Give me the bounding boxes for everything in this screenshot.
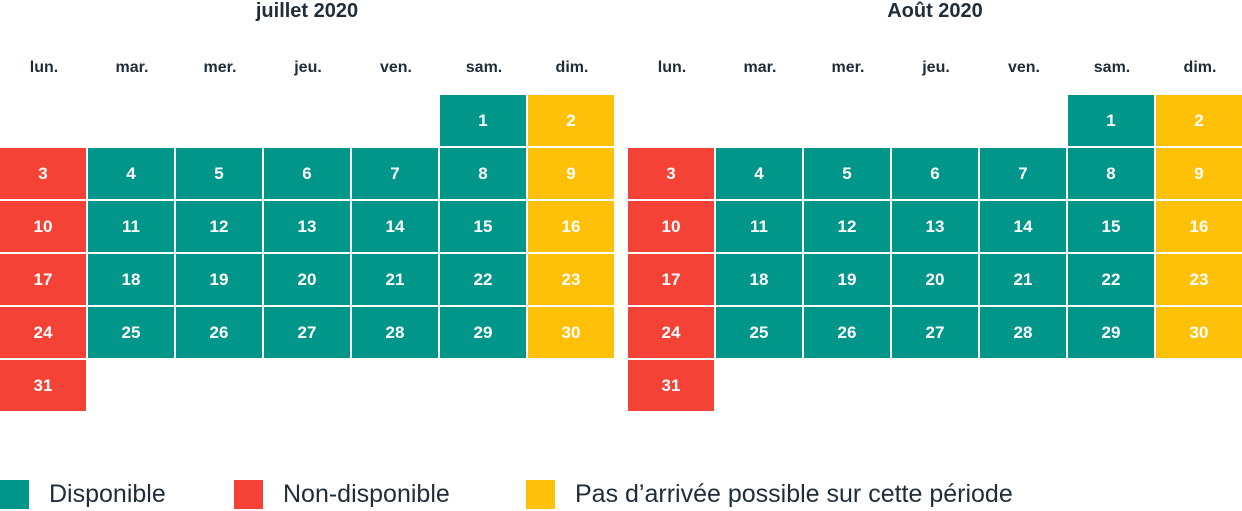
day-cell-available[interactable]: 19 bbox=[176, 254, 262, 305]
day-cell-unavailable[interactable]: 10 bbox=[0, 201, 86, 252]
day-cell-available[interactable]: 1 bbox=[440, 95, 526, 146]
day-cell-available[interactable]: 8 bbox=[1068, 148, 1154, 199]
day-cell-available[interactable]: 20 bbox=[892, 254, 978, 305]
weekday-header: lun. bbox=[29, 59, 59, 76]
day-cell-no_arrival[interactable]: 9 bbox=[528, 148, 614, 199]
month-title: juillet 2020 bbox=[255, 0, 359, 22]
day-cell-no_arrival[interactable]: 2 bbox=[528, 95, 614, 146]
day-cell-unavailable[interactable]: 31 bbox=[628, 360, 714, 411]
day-cell-no_arrival[interactable]: 16 bbox=[1156, 201, 1242, 252]
day-cell-available[interactable]: 22 bbox=[440, 254, 526, 305]
day-cell-unavailable[interactable]: 17 bbox=[0, 254, 86, 305]
legend-item-unavailable: Non-disponible bbox=[234, 479, 450, 509]
day-cell-available[interactable]: 13 bbox=[892, 201, 978, 252]
weekday-header: ven. bbox=[1007, 59, 1040, 76]
day-cell-unavailable[interactable]: 3 bbox=[0, 148, 86, 199]
weekday-header: lun. bbox=[657, 59, 687, 76]
legend-label: Non-disponible bbox=[283, 480, 450, 508]
weekday-header: mer. bbox=[831, 59, 865, 76]
day-cell-no_arrival[interactable]: 30 bbox=[1156, 307, 1242, 358]
weekday-header: jeu. bbox=[294, 59, 322, 76]
weekday-header: dim. bbox=[555, 59, 589, 76]
day-cell-available[interactable]: 22 bbox=[1068, 254, 1154, 305]
day-cell-no_arrival[interactable]: 9 bbox=[1156, 148, 1242, 199]
day-cell-available[interactable]: 11 bbox=[88, 201, 174, 252]
day-cell-unavailable[interactable]: 24 bbox=[628, 307, 714, 358]
weekday-header: ven. bbox=[379, 59, 412, 76]
day-cell-available[interactable]: 25 bbox=[716, 307, 802, 358]
day-cell-available[interactable]: 18 bbox=[88, 254, 174, 305]
weekday-header: dim. bbox=[1183, 59, 1217, 76]
day-cell-available[interactable]: 7 bbox=[980, 148, 1066, 199]
day-cell-no_arrival[interactable]: 16 bbox=[528, 201, 614, 252]
day-cell-unavailable[interactable]: 24 bbox=[0, 307, 86, 358]
day-cell-no_arrival[interactable]: 2 bbox=[1156, 95, 1242, 146]
day-cell-available[interactable]: 7 bbox=[352, 148, 438, 199]
weekday-header: mar. bbox=[743, 59, 777, 76]
day-cell-available[interactable]: 18 bbox=[716, 254, 802, 305]
day-cell-available[interactable]: 29 bbox=[440, 307, 526, 358]
day-cell-available[interactable]: 6 bbox=[264, 148, 350, 199]
day-cell-available[interactable]: 28 bbox=[352, 307, 438, 358]
day-cell-available[interactable]: 15 bbox=[440, 201, 526, 252]
weekday-header: mar. bbox=[115, 59, 149, 76]
day-cell-available[interactable]: 27 bbox=[892, 307, 978, 358]
day-cell-available[interactable]: 13 bbox=[264, 201, 350, 252]
legend-swatch-no-arrival bbox=[526, 479, 555, 509]
day-cell-available[interactable]: 20 bbox=[264, 254, 350, 305]
day-cell-available[interactable]: 26 bbox=[176, 307, 262, 358]
day-cell-available[interactable]: 8 bbox=[440, 148, 526, 199]
day-cell-available[interactable]: 4 bbox=[88, 148, 174, 199]
day-cell-available[interactable]: 19 bbox=[804, 254, 890, 305]
legend-label: Pas d’arrivée possible sur cette période bbox=[575, 480, 1013, 508]
day-cell-available[interactable]: 12 bbox=[176, 201, 262, 252]
day-cell-available[interactable]: 12 bbox=[804, 201, 890, 252]
day-cell-available[interactable]: 29 bbox=[1068, 307, 1154, 358]
day-cell-unavailable[interactable]: 3 bbox=[628, 148, 714, 199]
day-cell-available[interactable]: 4 bbox=[716, 148, 802, 199]
day-cell-available[interactable]: 14 bbox=[352, 201, 438, 252]
day-cell-available[interactable]: 21 bbox=[352, 254, 438, 305]
day-cell-available[interactable]: 11 bbox=[716, 201, 802, 252]
day-cell-no_arrival[interactable]: 23 bbox=[528, 254, 614, 305]
legend-item-available: Disponible bbox=[0, 479, 166, 509]
day-cell-available[interactable]: 14 bbox=[980, 201, 1066, 252]
month-title: Août 2020 bbox=[887, 0, 983, 22]
day-cell-available[interactable]: 5 bbox=[804, 148, 890, 199]
day-cell-available[interactable]: 6 bbox=[892, 148, 978, 199]
day-cell-available[interactable]: 28 bbox=[980, 307, 1066, 358]
day-cell-available[interactable]: 15 bbox=[1068, 201, 1154, 252]
day-cell-available[interactable]: 1 bbox=[1068, 95, 1154, 146]
legend-swatch-unavailable bbox=[234, 479, 263, 509]
weekday-header: mer. bbox=[203, 59, 237, 76]
weekday-header: sam. bbox=[1093, 59, 1131, 76]
day-cell-available[interactable]: 26 bbox=[804, 307, 890, 358]
day-cell-unavailable[interactable]: 17 bbox=[628, 254, 714, 305]
day-cell-available[interactable]: 25 bbox=[88, 307, 174, 358]
weekday-header: jeu. bbox=[922, 59, 950, 76]
day-cell-unavailable[interactable]: 10 bbox=[628, 201, 714, 252]
day-cell-available[interactable]: 27 bbox=[264, 307, 350, 358]
day-cell-unavailable[interactable]: 31 bbox=[0, 360, 86, 411]
weekday-header: sam. bbox=[465, 59, 503, 76]
day-cell-no_arrival[interactable]: 23 bbox=[1156, 254, 1242, 305]
day-cell-no_arrival[interactable]: 30 bbox=[528, 307, 614, 358]
day-cell-available[interactable]: 5 bbox=[176, 148, 262, 199]
day-cell-available[interactable]: 21 bbox=[980, 254, 1066, 305]
legend-item-no-arrival: Pas d’arrivée possible sur cette période bbox=[526, 479, 1013, 509]
legend-label: Disponible bbox=[49, 480, 166, 508]
legend-swatch-available bbox=[0, 479, 29, 509]
